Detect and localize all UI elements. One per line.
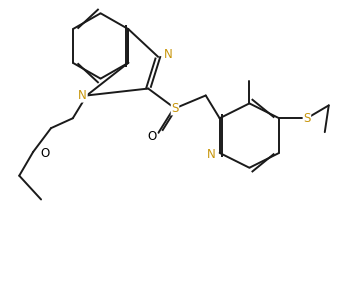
- Text: O: O: [147, 130, 157, 143]
- Text: O: O: [40, 147, 50, 160]
- Text: N: N: [207, 148, 216, 161]
- Text: N: N: [164, 48, 172, 61]
- Text: S: S: [303, 112, 311, 125]
- Text: N: N: [78, 89, 87, 102]
- Text: S: S: [171, 102, 179, 115]
